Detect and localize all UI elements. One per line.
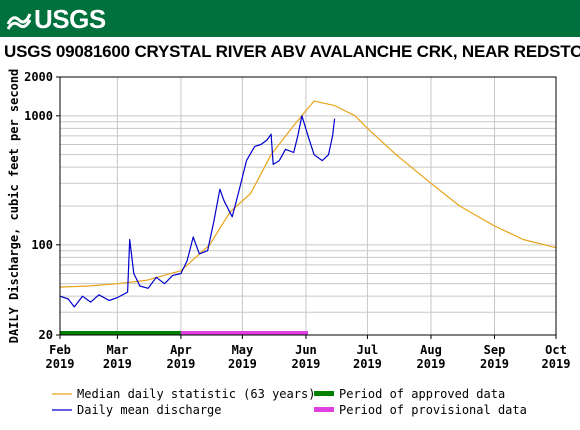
x-tick-year: 2019 — [291, 357, 320, 371]
x-tick-year: 2019 — [417, 357, 446, 371]
legend-label: Period of provisional data — [339, 403, 527, 417]
x-tick-month: Apr — [170, 343, 192, 357]
y-tick-label: 20 — [39, 328, 53, 342]
daily-mean-line — [59, 115, 336, 308]
x-tick-year: 2019 — [46, 357, 75, 371]
y-tick-label: 2000 — [24, 70, 53, 84]
legend-swatch-bar — [314, 407, 334, 412]
x-tick-month: Feb — [49, 343, 71, 357]
x-tick-year: 2019 — [480, 357, 509, 371]
x-tick-month: Mar — [107, 343, 129, 357]
x-tick-month: Oct — [545, 343, 567, 357]
usgs-logo-text: USGS — [34, 4, 106, 34]
legend-swatch-bar — [314, 391, 334, 396]
legend-label: Period of approved data — [339, 387, 505, 401]
approved-period-bar — [60, 331, 181, 335]
usgs-banner — [0, 0, 580, 37]
plot-frame — [59, 76, 557, 336]
usgs-logo[interactable]: USGS — [6, 2, 106, 36]
provisional-period-bar — [180, 331, 308, 335]
x-tick-month: Aug — [420, 343, 442, 357]
x-tick-month: Jun — [295, 343, 317, 357]
x-tick-year: 2019 — [228, 357, 257, 371]
x-tick-year: 2019 — [353, 357, 382, 371]
x-tick-year: 2019 — [542, 357, 571, 371]
x-tick-year: 2019 — [103, 357, 132, 371]
y-tick-label: 100 — [31, 238, 53, 252]
y-axis-label: DAILY Discharge, cubic feet per second — [7, 69, 21, 344]
y-tick-label: 1000 — [24, 109, 53, 123]
usgs-wave-icon — [6, 6, 32, 32]
chart-title: USGS 09081600 CRYSTAL RIVER ABV AVALANCH… — [4, 42, 580, 61]
x-tick-month: Jul — [357, 343, 379, 357]
x-tick-year: 2019 — [166, 357, 195, 371]
median-daily-line — [59, 100, 557, 288]
legend-label: Median daily statistic (63 years) — [77, 387, 315, 401]
x-tick-month: Sep — [484, 343, 506, 357]
x-tick-month: May — [232, 343, 254, 357]
legend-label: Daily mean discharge — [77, 403, 222, 417]
